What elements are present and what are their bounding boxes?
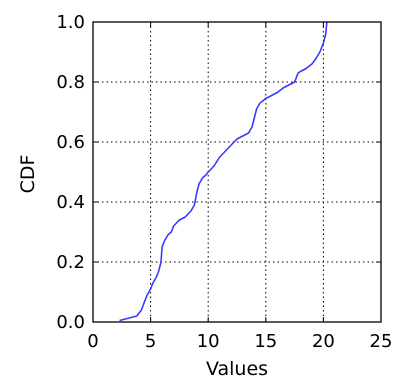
y-tick-label: 0.4	[56, 192, 85, 213]
x-tick-label: 10	[197, 331, 220, 352]
x-tick-label: 15	[254, 331, 277, 352]
series-layer	[119, 21, 328, 322]
y-tick-label: 0.6	[56, 132, 85, 153]
cdf-line	[119, 21, 328, 322]
y-ticks: 0.0 0.2 0.4 0.6 0.8 1.0	[56, 12, 381, 333]
x-tick-label: 25	[370, 331, 393, 352]
plot-frame	[92, 21, 382, 323]
x-tick-label: 5	[145, 331, 156, 352]
x-tick-label: 0	[87, 331, 98, 352]
y-axis-label: CDF	[17, 155, 39, 194]
y-tick-label: 1.0	[56, 12, 85, 33]
grid	[93, 22, 381, 322]
y-tick-label: 0.0	[56, 312, 85, 333]
x-tick-label: 20	[312, 331, 335, 352]
y-tick-label: 0.2	[56, 252, 85, 273]
x-axis-label: Values	[206, 358, 268, 380]
x-ticks: 0 5 10 15 20 25	[87, 22, 392, 352]
y-tick-label: 0.8	[56, 72, 85, 93]
